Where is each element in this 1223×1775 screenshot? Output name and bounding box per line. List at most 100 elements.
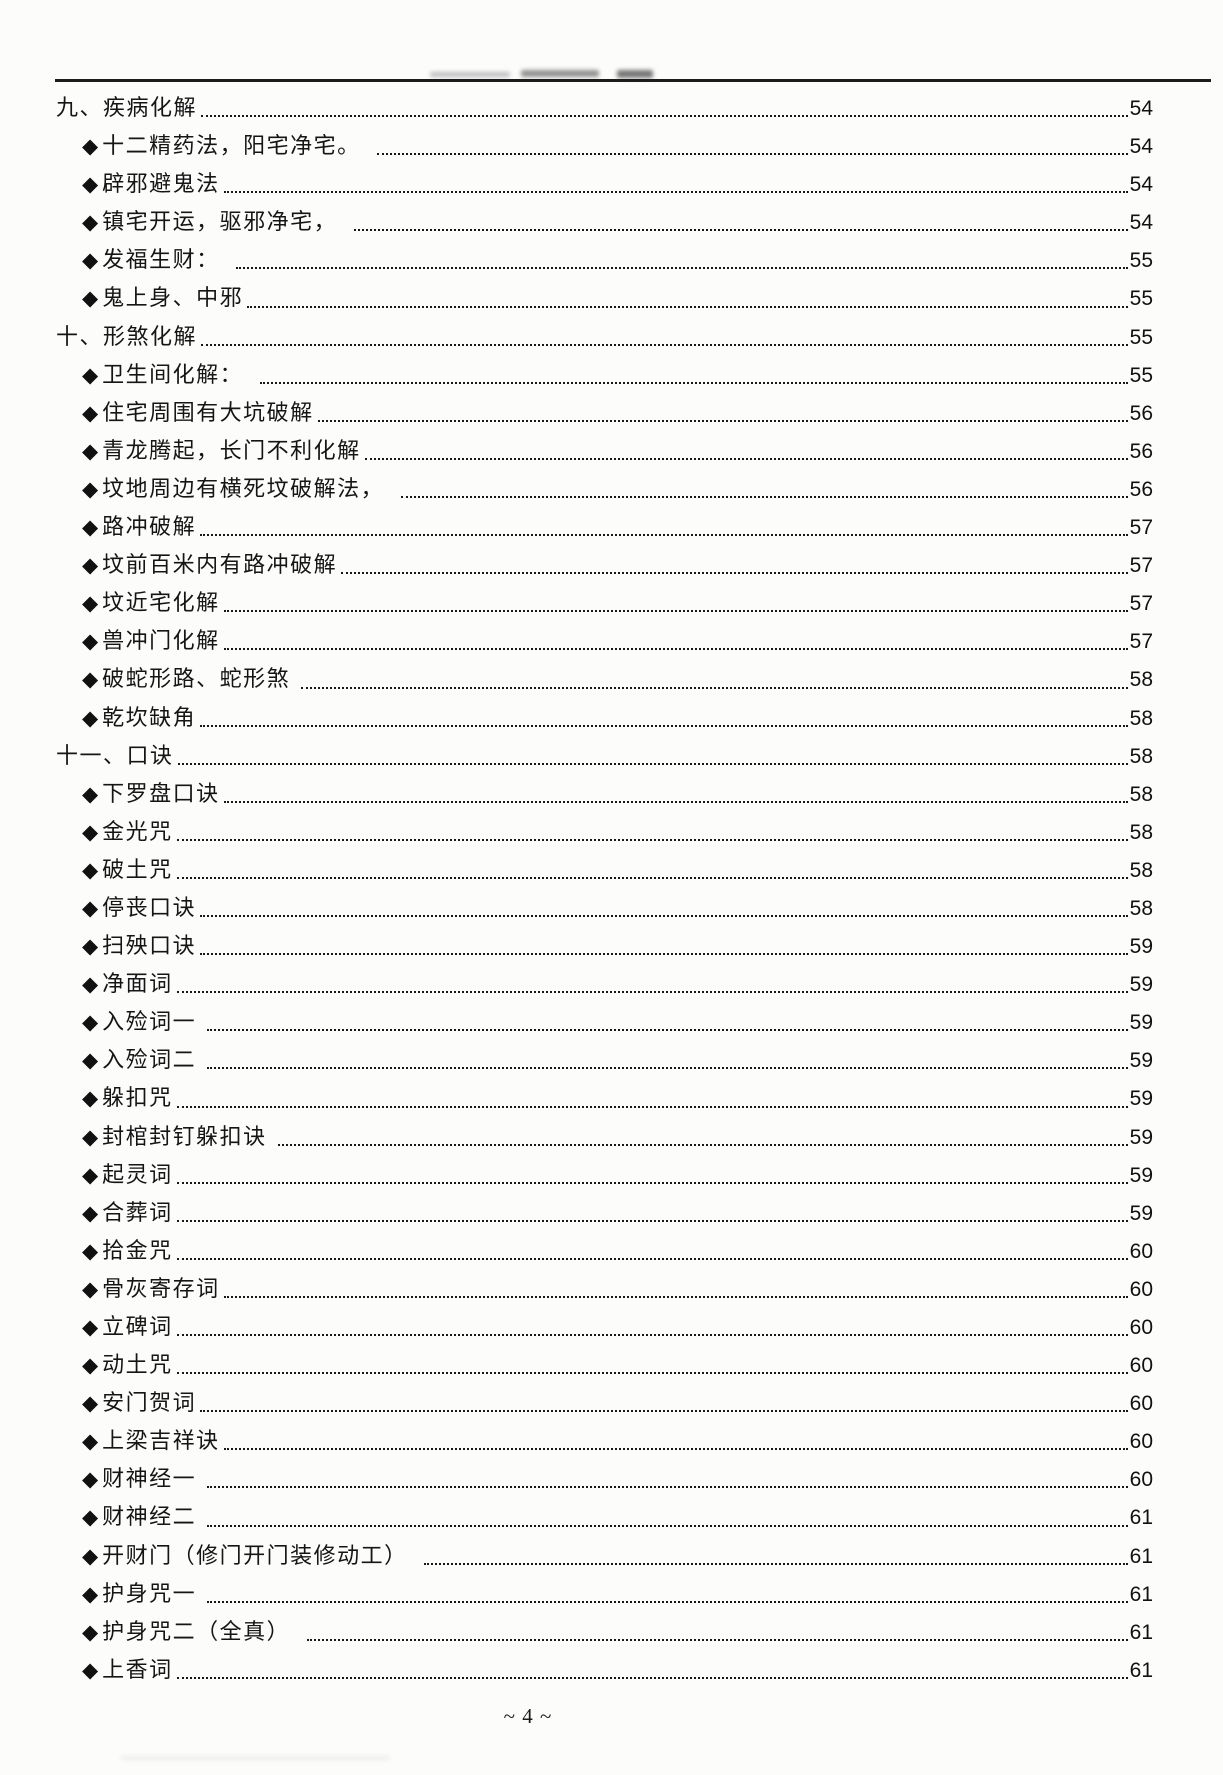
toc-entry: ◆ 卫生间化解： 55 <box>0 356 1223 394</box>
dotted-leader <box>223 800 1128 803</box>
toc-entry-page-number: 57 <box>1129 516 1153 540</box>
dotted-leader <box>200 953 1128 956</box>
toc-entry: ◆ 财神经二 61 <box>0 1498 1223 1536</box>
toc-entry: ◆ 九、疾病化解 54 <box>0 89 1223 127</box>
toc-entry: ◆ 破蛇形路、蛇形煞 58 <box>0 660 1223 698</box>
toc-entry-page-number: 58 <box>1129 782 1153 806</box>
diamond-bullet-icon: ◆ <box>82 629 99 654</box>
diamond-bullet-icon: ◆ <box>82 515 99 540</box>
toc-entry-page-number: 61 <box>1129 1582 1153 1606</box>
dotted-leader <box>306 1638 1128 1641</box>
dotted-leader <box>341 572 1128 575</box>
diamond-bullet-icon: ◆ <box>82 972 99 997</box>
dotted-leader <box>200 724 1128 727</box>
diamond-bullet-icon: ◆ <box>82 1467 99 1492</box>
toc-entry-page-number: 58 <box>1129 896 1153 920</box>
toc-entry-page-number: 54 <box>1129 135 1153 159</box>
toc-entry-label: 鬼上身、中邪 <box>102 285 244 311</box>
diamond-bullet-icon: ◆ <box>82 1238 99 1263</box>
toc-entry: ◆ 动土咒 60 <box>0 1346 1223 1384</box>
blurred-header-text <box>617 70 653 78</box>
dotted-leader <box>200 534 1128 537</box>
toc-entry: ◆ 十、形煞化解 55 <box>0 318 1223 356</box>
toc-entry-page-number: 55 <box>1129 325 1153 349</box>
toc-entry-label: 破土咒 <box>102 856 173 882</box>
diamond-bullet-icon: ◆ <box>82 895 99 920</box>
toc-entry-page-number: 58 <box>1129 668 1153 692</box>
toc-entry-page-number: 60 <box>1129 1392 1153 1416</box>
toc-entry-page-number: 57 <box>1129 554 1153 578</box>
toc-entry-page-number: 58 <box>1129 744 1153 768</box>
toc-entry-page-number: 60 <box>1129 1277 1153 1301</box>
diamond-bullet-icon: ◆ <box>82 857 99 882</box>
toc-entry: ◆ 住宅周围有大坑破解 56 <box>0 394 1223 432</box>
toc-entry-label: 开财门（修门开门装修动工） <box>102 1542 421 1568</box>
toc-entry-page-number: 59 <box>1129 1087 1153 1111</box>
toc-entry-page-number: 59 <box>1129 973 1153 997</box>
toc-entry: ◆ 停丧口诀 58 <box>0 889 1223 927</box>
toc-entry: ◆ 辟邪避鬼法 54 <box>0 165 1223 203</box>
toc-entry-label: 合葬词 <box>102 1199 173 1225</box>
toc-entry-page-number: 60 <box>1129 1468 1153 1492</box>
toc-entry: ◆ 下罗盘口诀 58 <box>0 775 1223 813</box>
toc-entry: ◆ 十一、口诀 58 <box>0 737 1223 775</box>
toc-entry-label: 停丧口诀 <box>102 894 197 920</box>
dotted-leader <box>223 191 1128 194</box>
toc-entry-page-number: 60 <box>1129 1354 1153 1378</box>
toc-entry-label: 护身咒二（全真） <box>102 1618 303 1644</box>
diamond-bullet-icon: ◆ <box>82 1619 99 1644</box>
diamond-bullet-icon: ◆ <box>82 400 99 425</box>
diamond-bullet-icon: ◆ <box>82 1353 99 1378</box>
toc-entry-label: 上香词 <box>102 1656 173 1682</box>
diamond-bullet-icon: ◆ <box>82 934 99 959</box>
toc-entry-page-number: 58 <box>1129 706 1153 730</box>
toc-entry: ◆ 鬼上身、中邪 55 <box>0 279 1223 317</box>
diamond-bullet-icon: ◆ <box>82 591 99 616</box>
toc-entry-page-number: 58 <box>1129 820 1153 844</box>
diamond-bullet-icon: ◆ <box>82 1505 99 1530</box>
toc-entry-label: 入殓词二 <box>102 1047 204 1073</box>
toc-entry-label: 发福生财： <box>102 247 233 273</box>
toc-entry-label: 财神经二 <box>102 1504 204 1530</box>
toc-entry-label: 青龙腾起，长门不利化解 <box>102 437 361 463</box>
diamond-bullet-icon: ◆ <box>82 1086 99 1111</box>
toc-entry-page-number: 59 <box>1129 1011 1153 1035</box>
toc-entry-label: 入殓词一 <box>102 1009 204 1035</box>
toc-entry: ◆ 坟地周边有横死坟破解法， 56 <box>0 470 1223 508</box>
toc-entry-label: 坟前百米内有路冲破解 <box>102 552 338 578</box>
dotted-leader <box>207 1600 1128 1603</box>
dotted-leader <box>176 991 1128 994</box>
toc-entry: ◆ 青龙腾起，长门不利化解 56 <box>0 432 1223 470</box>
toc-entry-page-number: 54 <box>1129 97 1153 120</box>
toc-entry: ◆ 发福生财： 55 <box>0 241 1223 279</box>
diamond-bullet-icon: ◆ <box>82 1657 99 1682</box>
toc-entry-page-number: 61 <box>1129 1658 1153 1682</box>
table-of-contents: ◆ 九、疾病化解 54 ◆ 十二精药法，阳宅净宅。 54 ◆ 辟邪避鬼法 54 … <box>0 89 1223 1689</box>
toc-entry: ◆ 入殓词一 59 <box>0 1003 1223 1041</box>
toc-entry-page-number: 59 <box>1129 1163 1153 1187</box>
dotted-leader <box>177 762 1128 765</box>
toc-entry: ◆ 上梁吉祥诀 60 <box>0 1422 1223 1460</box>
toc-entry: ◆ 净面词 59 <box>0 965 1223 1003</box>
toc-entry: ◆ 金光咒 58 <box>0 813 1223 851</box>
scan-artifact <box>120 1756 390 1760</box>
toc-entry-page-number: 56 <box>1129 401 1153 425</box>
dotted-leader <box>277 1143 1128 1146</box>
toc-entry-page-number: 55 <box>1129 249 1153 273</box>
dotted-leader <box>223 610 1128 613</box>
toc-entry-label: 封棺封钉躲扣诀 <box>102 1123 274 1149</box>
toc-entry-label: 护身咒一 <box>102 1580 204 1606</box>
diamond-bullet-icon: ◆ <box>82 134 99 159</box>
toc-entry-label: 十一、口诀 <box>56 742 174 768</box>
toc-entry-label: 乾坎缺角 <box>102 704 197 730</box>
toc-entry-page-number: 61 <box>1129 1620 1153 1644</box>
toc-entry-label: 十二精药法，阳宅净宅。 <box>102 133 374 159</box>
toc-entry-label: 上梁吉祥诀 <box>102 1428 220 1454</box>
diamond-bullet-icon: ◆ <box>82 438 99 463</box>
toc-entry-page-number: 60 <box>1129 1430 1153 1454</box>
dotted-leader <box>400 496 1128 499</box>
toc-entry: ◆ 合葬词 59 <box>0 1194 1223 1232</box>
dotted-leader <box>207 1029 1128 1032</box>
diamond-bullet-icon: ◆ <box>82 1315 99 1339</box>
toc-entry-page-number: 54 <box>1129 211 1153 235</box>
